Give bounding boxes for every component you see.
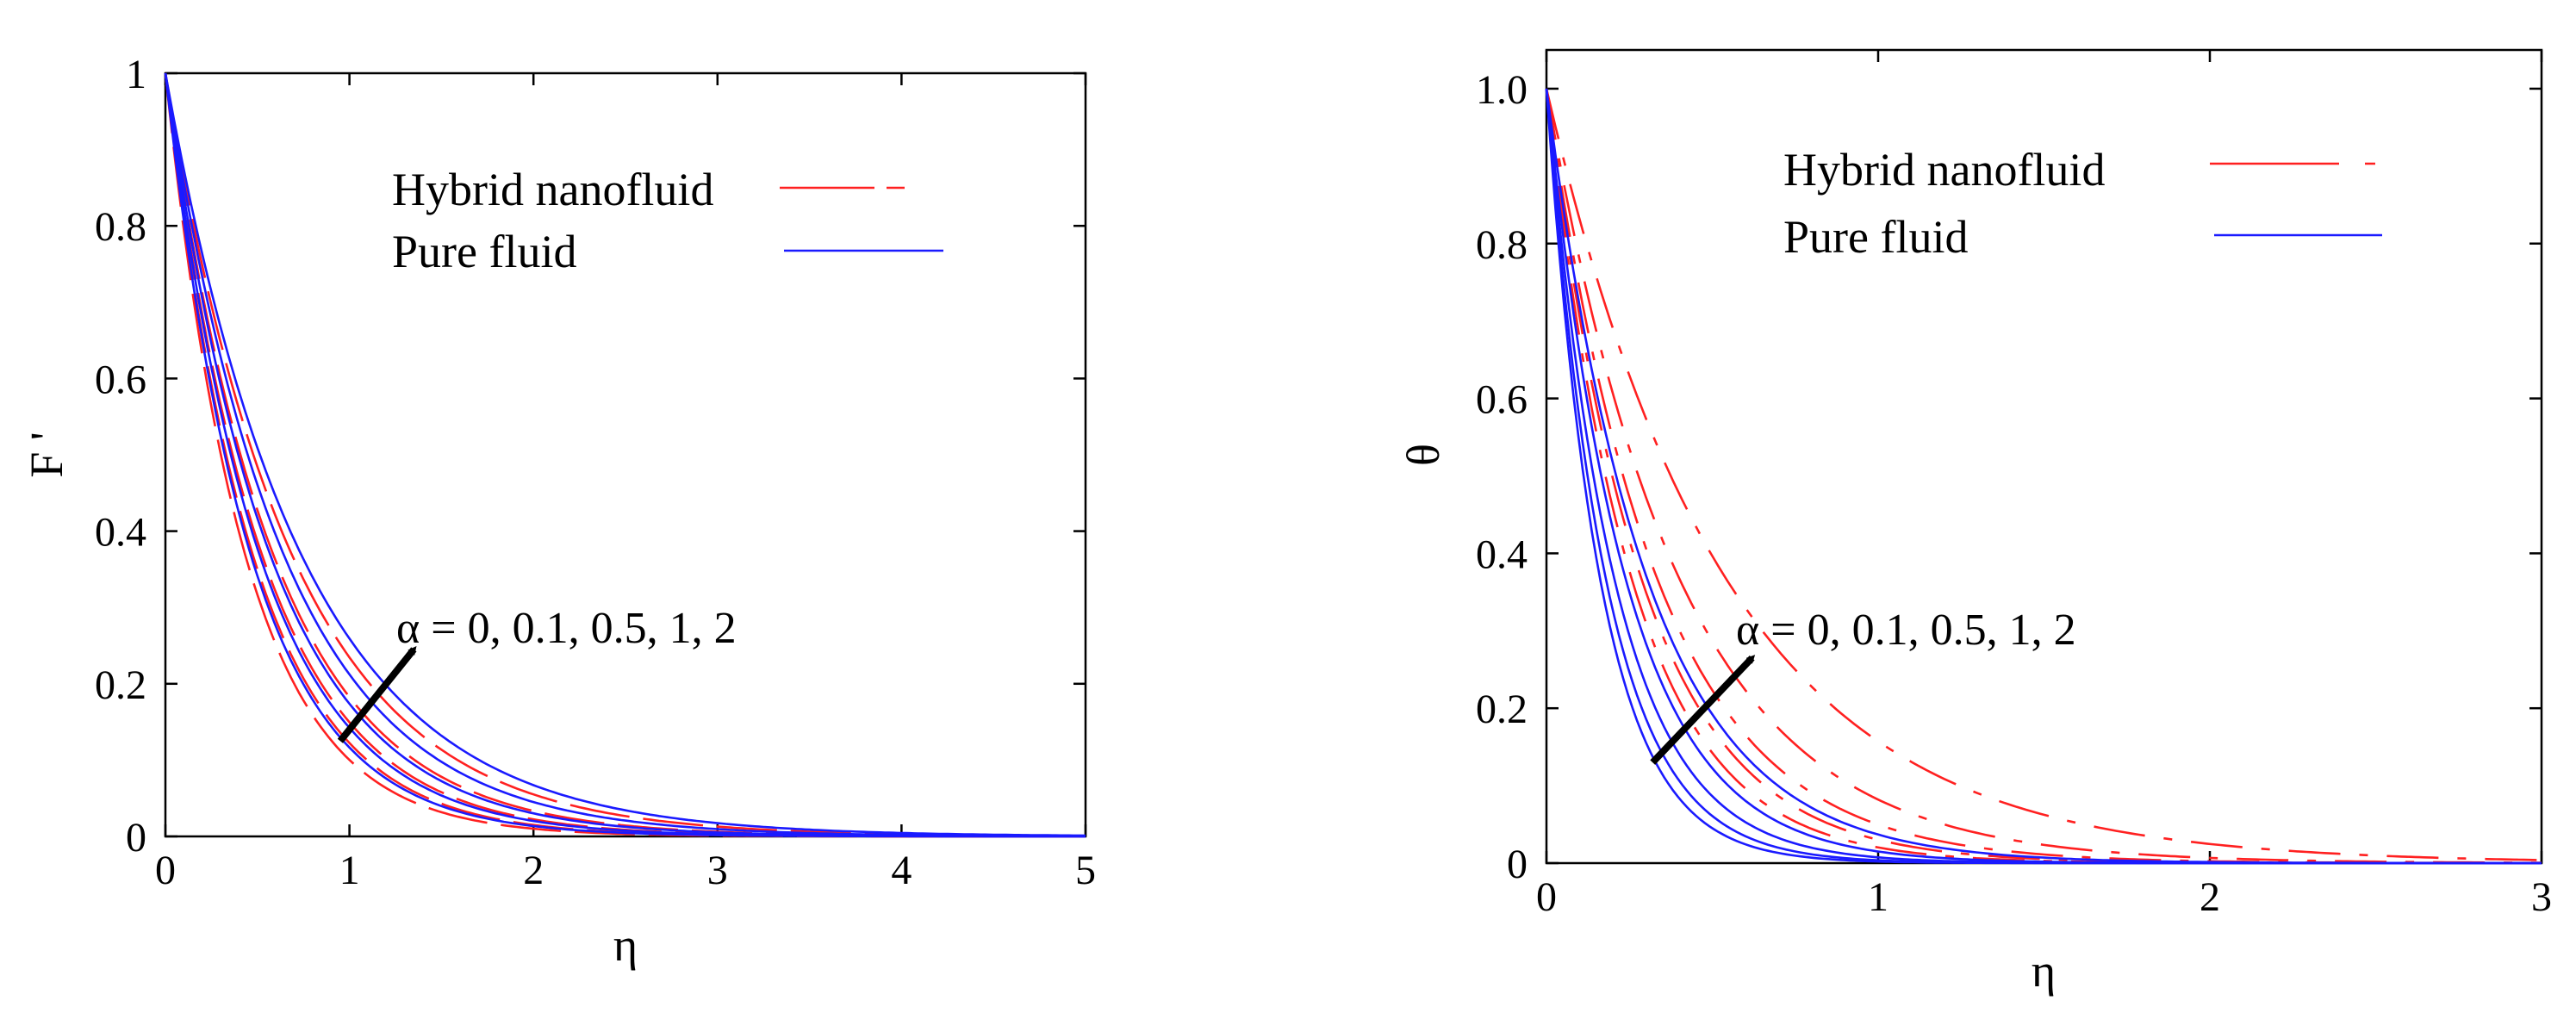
temperature-profile-plot: 0 1 2 3 0 0.2 0.4 0.6 0.8 1.0 θ η Hybrid nanoflui…: [1397, 48, 2552, 997]
y-tick-label: 0.4: [1476, 531, 1528, 577]
x-tick-label: 5: [1075, 848, 1096, 893]
hybrid-curve-alpha-2: [164, 72, 1086, 837]
y-tick-label: 0.4: [95, 510, 146, 556]
pure-curve-alpha-2: [1545, 88, 2542, 865]
x-tick-label: 1: [339, 848, 360, 893]
alpha-arrow: [1650, 655, 1756, 765]
x-tick-label: 3: [2531, 874, 2552, 920]
y-tick-label: 0.8: [1476, 222, 1528, 268]
x-tick-label: 4: [891, 848, 912, 893]
hybrid-curve-alpha-1: [1545, 88, 2542, 864]
hybrid-curve-alpha-2: [1545, 88, 2542, 861]
y-tick-label: 1: [126, 52, 146, 97]
legend-label-pure: Pure fluid: [1783, 211, 1968, 263]
velocity-profile-plot: 0 1 2 3 4 5 0 0.2 0.4 0.6 0.8 1 F ' η Hybrid nanofl…: [21, 52, 1096, 971]
tick-labels: 0 1 2 3 4 5 0 0.2 0.4 0.6 0.8 1: [95, 52, 1096, 893]
curves: [1545, 88, 2542, 865]
x-tick-label: 3: [707, 848, 728, 893]
x-axis-label: η: [2032, 945, 2056, 997]
pure-curve-alpha-1: [164, 72, 1086, 837]
pure-curve-alpha-2: [164, 72, 1086, 837]
x-axis-label: η: [613, 919, 638, 971]
legend-label-hybrid: Hybrid nanofluid: [392, 164, 713, 215]
y-tick-label: 0.6: [95, 357, 146, 402]
legend: Hybrid nanofluid Pure fluid: [1783, 144, 2386, 263]
alpha-arrow: [337, 646, 417, 743]
ticks: [164, 71, 1087, 838]
y-axis-label: θ: [1397, 444, 1449, 466]
y-tick-label: 0.2: [95, 662, 146, 708]
y-tick-label: 0: [1507, 842, 1528, 887]
pure-curve-alpha-1: [1545, 88, 2542, 865]
x-tick-label: 0: [155, 848, 176, 893]
x-tick-label: 2: [2200, 874, 2220, 920]
y-tick-label: 0.2: [1476, 687, 1528, 732]
hybrid-curve-alpha-0p5: [1545, 88, 2542, 865]
plot-frame: [164, 71, 1087, 838]
x-tick-label: 0: [1536, 874, 1557, 920]
alpha-annotation: α = 0, 0.1, 0.5, 1, 2: [396, 604, 737, 653]
y-tick-label: 0.8: [95, 204, 146, 250]
x-tick-label: 1: [1868, 874, 1888, 920]
legend-label-pure: Pure fluid: [392, 226, 576, 277]
y-tick-label: 1.0: [1476, 67, 1528, 113]
tick-labels: 0 1 2 3 0 0.2 0.4 0.6 0.8 1.0: [1476, 67, 2552, 920]
y-axis-label: F ': [21, 432, 72, 477]
hybrid-curve-alpha-0p1: [1545, 88, 2542, 865]
curves: [164, 72, 1086, 838]
x-tick-label: 2: [523, 848, 544, 893]
y-tick-label: 0: [126, 815, 146, 861]
legend-label-hybrid: Hybrid nanofluid: [1783, 144, 2105, 196]
y-tick-label: 0.6: [1476, 377, 1528, 423]
legend: Hybrid nanofluid Pure fluid: [392, 164, 943, 277]
alpha-annotation: α = 0, 0.1, 0.5, 1, 2: [1736, 606, 2076, 655]
